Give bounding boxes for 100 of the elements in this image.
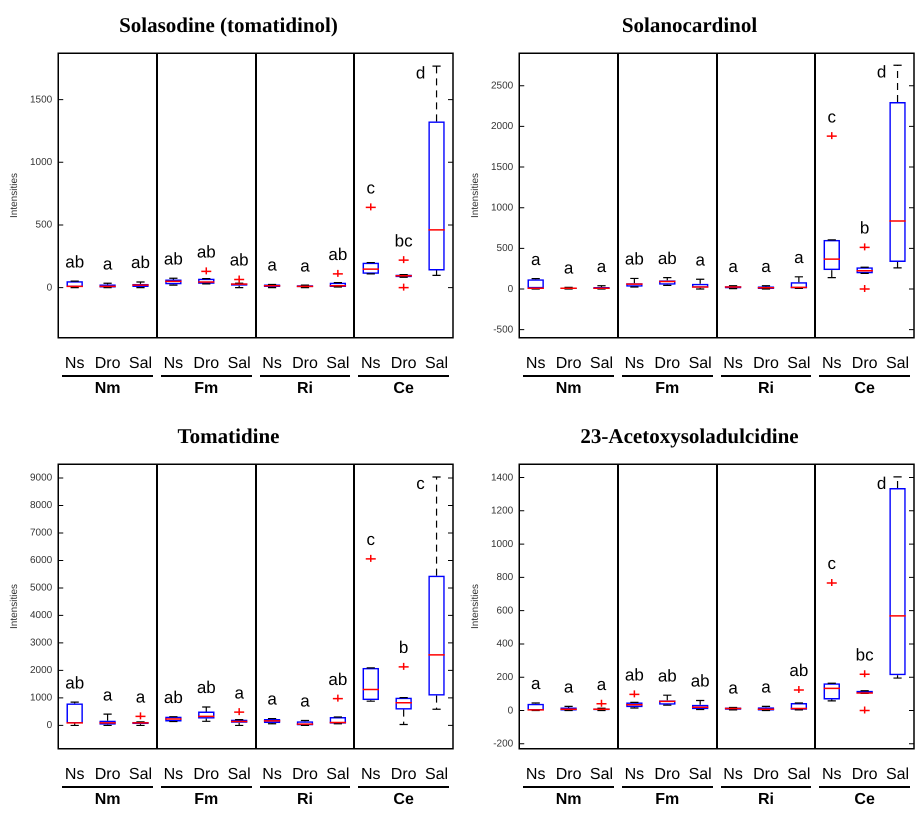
annotation: c [366, 530, 376, 550]
annotation: ab [690, 672, 710, 691]
text: Fm [194, 791, 218, 808]
x-tick-label: Dro [390, 766, 417, 783]
y-axis-title: Intensities [470, 584, 481, 630]
text: Ce [393, 791, 414, 808]
annotation: a [102, 254, 113, 274]
text: Fm [655, 380, 680, 398]
text: Ce [854, 791, 875, 808]
y-tick-label: 0 [46, 282, 53, 294]
x-tick-label: Sal [590, 766, 614, 783]
x-tick-label: Dro [94, 354, 121, 372]
text: Ri [758, 380, 774, 398]
annotation: a [267, 256, 278, 275]
x-tick-label: Ns [624, 354, 644, 372]
y-tick-label: 2000 [490, 121, 514, 132]
text: Ce [393, 380, 414, 398]
annotation: ab [230, 250, 249, 270]
annotation: ab [131, 253, 150, 272]
annotation: c [416, 474, 426, 494]
y-tick-label: 1000 [490, 202, 514, 214]
y-tick-label: 0 [508, 705, 514, 716]
x-tick-label: Dro [193, 766, 220, 783]
annotation: ab [658, 666, 677, 686]
annotation: a [267, 690, 278, 709]
x-tick-label: Ns [822, 766, 842, 783]
text: Fm [655, 791, 680, 808]
annotation: b [860, 218, 870, 238]
x-tick-label: Sal [228, 354, 251, 372]
y-tick-label: 1200 [490, 506, 514, 517]
text: Nm [556, 380, 582, 398]
x-tick-label: Ns [360, 354, 381, 372]
y-tick-label: 500 [36, 220, 53, 231]
y-tick-label: 0 [46, 720, 53, 732]
x-tick-label: Sal [128, 354, 152, 372]
text: Ri [758, 791, 774, 808]
chart-title: Solasodine (tomatidinol) [119, 13, 338, 38]
annotation: d [876, 62, 886, 82]
x-tick-label: Sal [326, 354, 350, 372]
x-tick-label: Sal [128, 766, 152, 783]
y-tick-label: 2000 [30, 665, 53, 676]
annotation: ab [658, 248, 677, 268]
annotation: a [728, 678, 738, 698]
annotation: a [234, 683, 244, 702]
y-tick-label: 500 [496, 243, 514, 254]
x-tick-label: Ns [526, 766, 546, 783]
annotation: a [300, 256, 310, 276]
y-tick-label: 2500 [490, 80, 514, 92]
x-tick-label: Sal [326, 766, 350, 783]
annotation: ab [164, 688, 183, 707]
y-tick-label: 200 [496, 672, 514, 683]
annotation: a [596, 256, 607, 276]
x-tick-label: Ns [164, 354, 184, 372]
y-tick-label: 3000 [30, 638, 53, 649]
annotation: a [564, 258, 574, 278]
x-tick-label: Sal [886, 766, 910, 783]
annotation: ab [164, 249, 183, 268]
chart-title: Tomatidine [178, 424, 280, 448]
y-tick-label: 1000 [30, 692, 53, 704]
annotation: a [102, 685, 113, 704]
y-tick-label: 7000 [30, 528, 53, 539]
annotation: ab [65, 673, 84, 692]
annotation: ab [328, 245, 348, 264]
x-tick-label: Sal [424, 766, 448, 783]
x-tick-label: Dro [753, 766, 779, 783]
x-tick-label: Dro [292, 766, 318, 783]
annotation: a [530, 250, 541, 269]
x-tick-label: Sal [688, 766, 712, 783]
annotation: a [695, 250, 706, 270]
text: Nm [94, 380, 120, 398]
text: Nm [556, 791, 582, 808]
x-tick-label: Sal [424, 354, 448, 372]
x-tick-label: Dro [753, 354, 779, 372]
y-tick-label: -500 [493, 324, 514, 336]
y-tick-label: 0 [508, 284, 514, 295]
x-tick-label: Ns [822, 354, 842, 372]
annotation: a [761, 256, 772, 276]
y-tick-label: 600 [496, 605, 514, 616]
x-tick-label: Ns [262, 766, 282, 783]
annotation: ab [65, 252, 84, 272]
x-tick-label: Ns [360, 766, 381, 783]
annotation: a [136, 688, 146, 707]
x-tick-label: Sal [886, 354, 910, 372]
x-tick-label: Dro [654, 766, 680, 783]
annotation: a [761, 678, 772, 697]
annotation: a [596, 674, 607, 694]
x-tick-label: Dro [852, 354, 878, 372]
y-tick-label: 9000 [30, 472, 53, 484]
text: Ce [854, 380, 875, 398]
x-tick-label: Ns [624, 766, 644, 783]
y-tick-label: 800 [496, 572, 514, 584]
x-tick-label: Ns [723, 354, 743, 372]
y-axis-title: Intensities [8, 584, 20, 630]
y-tick-label: 1000 [490, 538, 514, 550]
y-tick-label: 4000 [30, 610, 53, 622]
text: Fm [194, 380, 218, 398]
annotation: c [828, 107, 837, 126]
annotation: d [876, 474, 886, 494]
annotation: c [366, 178, 376, 198]
annotation: a [728, 256, 738, 276]
